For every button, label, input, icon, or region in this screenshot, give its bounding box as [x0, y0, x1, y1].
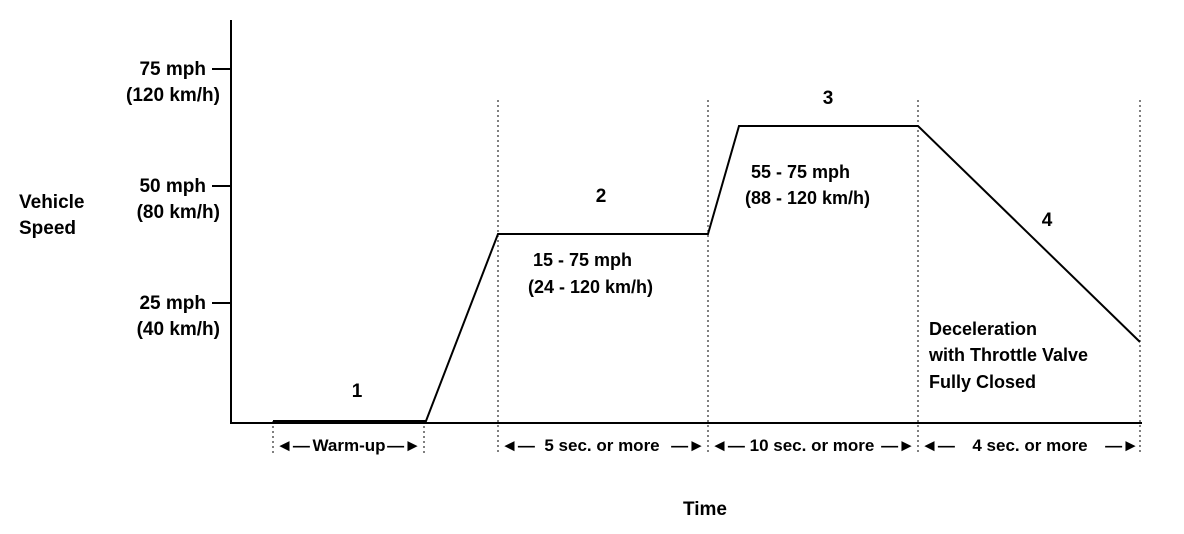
duration-phase-4-text: 4 sec. or more — [972, 436, 1087, 455]
duration-warmup-text: Warm-up — [312, 436, 385, 455]
phase-1-number: 1 — [352, 381, 363, 402]
phase-3-number: 3 — [823, 88, 834, 109]
phase-4-note-line1: Deceleration — [929, 319, 1037, 339]
y-tick-label-75-mph: 75 mph — [139, 59, 206, 80]
y-tick-label-25-mph: 25 mph — [139, 293, 206, 314]
y-tick-label-75-kmh: (120 km/h) — [126, 85, 220, 106]
duration-phase-3-text: 10 sec. or more — [750, 436, 875, 455]
y-axis-label-line1: Vehicle — [19, 192, 85, 213]
duration-phase-3-arrow-left: ◄— — [711, 436, 745, 455]
duration-phase-2-arrow-left: ◄— — [501, 436, 535, 455]
phase-boundaries — [272, 100, 1141, 455]
y-axis-label-line2: Speed — [19, 218, 76, 239]
duration-phase-3-arrow-right: —► — [881, 436, 915, 455]
duration-phase-4-arrow-right: —► — [1105, 436, 1139, 455]
phase-2-number: 2 — [596, 186, 607, 207]
duration-warmup: ◄— Warm-up —► — [276, 436, 421, 455]
phase-3-speed-mph: 55 - 75 mph — [751, 162, 850, 182]
duration-phase-4-arrow-left: ◄— — [921, 436, 955, 455]
duration-phase-2-text: 5 sec. or more — [544, 436, 659, 455]
x-axis-label: Time — [683, 499, 727, 520]
duration-phase-2-arrow-right: —► — [671, 436, 705, 455]
phase-4-note-line3: Fully Closed — [929, 372, 1036, 392]
phase-4-note-line2: with Throttle Valve — [928, 345, 1088, 365]
y-tick-label-50-mph: 50 mph — [139, 176, 206, 197]
phase-4-number: 4 — [1042, 210, 1053, 231]
duration-warmup-arrow-right: —► — [387, 436, 421, 455]
duration-warmup-arrow-left: ◄— — [276, 436, 310, 455]
duration-phase-3: ◄— 10 sec. or more —► — [711, 436, 915, 455]
phase-2-speed-mph: 15 - 75 mph — [533, 250, 632, 270]
duration-phase-2: ◄— 5 sec. or more —► — [501, 436, 705, 455]
y-tick-label-25-kmh: (40 km/h) — [137, 319, 220, 340]
y-tick-label-50-kmh: (80 km/h) — [137, 202, 220, 223]
phase-2-speed-kmh: (24 - 120 km/h) — [528, 277, 653, 297]
phase-3-speed-kmh: (88 - 120 km/h) — [745, 188, 870, 208]
duration-phase-4: ◄— 4 sec. or more —► — [921, 436, 1139, 455]
